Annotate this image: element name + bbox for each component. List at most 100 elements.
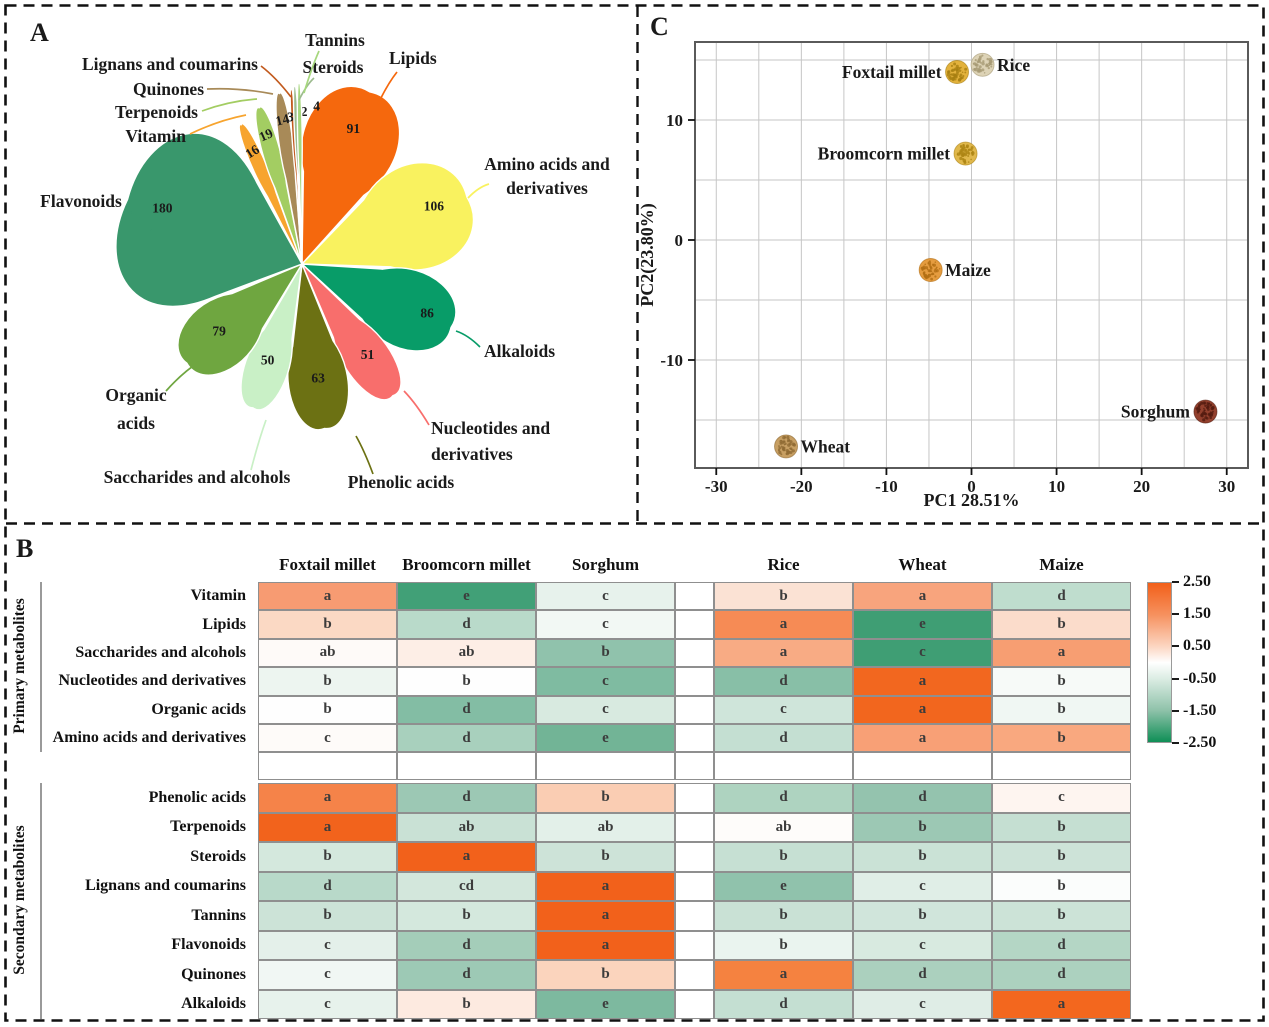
seed-speckle xyxy=(782,435,786,440)
seed-speckle xyxy=(1202,401,1207,405)
heatmap-cell: d xyxy=(397,783,536,813)
seed-speckle xyxy=(959,152,961,154)
heatmap-row-label: Tannins xyxy=(191,906,246,924)
heatmap-cell: b xyxy=(714,842,853,872)
colorbar-tick-mark xyxy=(1172,581,1179,583)
seed-speckle xyxy=(972,62,975,65)
seed-speckle xyxy=(965,144,969,148)
panel-a-letter: A xyxy=(30,18,49,47)
petal-category-label: Flavonoids xyxy=(40,191,122,211)
colorbar-tick-label: -1.50 xyxy=(1183,701,1217,719)
heatmap-cell: c xyxy=(714,695,853,724)
heatmap-cell: a xyxy=(853,582,992,611)
panel-c-letter: C xyxy=(650,12,669,41)
heatmap-empty-cell xyxy=(675,989,714,1019)
heatmap-row-label: Saccharides and alcohols xyxy=(75,643,246,661)
seed-speckle xyxy=(928,273,931,276)
x-tick-label: -30 xyxy=(705,477,728,496)
heatmap-cell: b xyxy=(992,695,1131,724)
seed-speckle xyxy=(934,275,937,278)
petal-leader-line xyxy=(165,361,200,392)
seed-speckle xyxy=(933,269,938,273)
seed-speckle xyxy=(964,67,968,71)
petal-category-label: Saccharides and alcohols xyxy=(104,467,291,487)
scatter-point-label: Broomcorn millet xyxy=(818,144,951,164)
seed-speckle xyxy=(1202,418,1206,422)
heatmap-cell: c xyxy=(258,989,397,1019)
seed-speckle xyxy=(927,261,932,265)
seed-speckle xyxy=(778,445,780,447)
heatmap-cell: c xyxy=(258,930,397,960)
petal-leader-line xyxy=(467,183,490,199)
heatmap-empty-cell xyxy=(675,638,714,668)
seed-speckle xyxy=(930,277,933,281)
heatmap-cell: a xyxy=(536,901,675,931)
petal-category-label: Vitamin xyxy=(125,126,186,146)
colorbar-tick-mark xyxy=(1172,613,1179,616)
heatmap-empty-cell xyxy=(675,667,714,696)
seed-speckle xyxy=(934,261,937,263)
seed-speckle xyxy=(1209,416,1212,420)
heatmap-cell: a xyxy=(714,638,853,668)
heatmap-cell: a xyxy=(258,582,397,611)
heatmap-cell: b xyxy=(853,812,992,842)
heatmap-cell: b xyxy=(992,667,1131,696)
petal-category-label: Organic xyxy=(105,385,166,405)
seed-speckle xyxy=(977,70,981,73)
seed-speckle xyxy=(932,263,936,267)
heatmap-cell: b xyxy=(258,842,397,872)
petal-leader-line xyxy=(250,419,267,471)
seed-speckle xyxy=(988,57,993,62)
heatmap-column-header: Wheat xyxy=(898,555,947,574)
colorbar-tick-mark xyxy=(1172,709,1179,712)
heatmap-empty-cell xyxy=(675,812,714,842)
heatmap-empty-cell xyxy=(397,752,536,781)
seed-speckle xyxy=(971,153,974,157)
seed-speckle xyxy=(981,62,985,66)
heatmap-column-header: Sorghum xyxy=(571,555,640,574)
heatmap-cell: d xyxy=(853,960,992,990)
heatmap-cell: ab xyxy=(714,812,853,842)
heatmap-cell: a xyxy=(714,960,853,990)
petal-count-label: 91 xyxy=(347,121,361,136)
seed-speckle xyxy=(978,65,982,69)
heatmap-cell: d xyxy=(397,610,536,639)
petal-count-label: 50 xyxy=(261,353,275,368)
heatmap-empty-cell xyxy=(536,752,675,781)
seed-speckle xyxy=(953,74,956,77)
seed-speckle xyxy=(976,60,980,64)
seed-speckle xyxy=(786,435,790,439)
seed-speckle xyxy=(950,64,954,68)
heatmap-empty-cell xyxy=(675,842,714,872)
x-tick-label: -10 xyxy=(875,477,898,496)
heatmap-cell: c xyxy=(853,871,992,901)
petal-count-label: 4 xyxy=(313,98,320,113)
heatmap-cell: c xyxy=(536,695,675,724)
seed-speckle xyxy=(778,449,781,452)
seed-speckle xyxy=(968,148,971,151)
y-tick-label: 0 xyxy=(675,231,684,250)
heatmap-cell: a xyxy=(258,783,397,813)
heatmap-cell: ab xyxy=(397,638,536,668)
seed-speckle xyxy=(1204,409,1206,412)
seed-speckle xyxy=(959,145,963,149)
secondary-group-bracket xyxy=(40,783,42,1019)
seed-speckle xyxy=(990,65,993,68)
petal-count-label: 51 xyxy=(361,347,375,362)
heatmap-cell: b xyxy=(853,842,992,872)
petal-category-label: Amino acids and xyxy=(484,154,610,174)
heatmap-column-header: Foxtail millet xyxy=(279,555,376,574)
heatmap-row-label: Nucleotides and derivatives xyxy=(58,672,246,690)
seed-speckle xyxy=(789,447,793,450)
heatmap-cell: d xyxy=(397,695,536,724)
x-axis-title: PC1 28.51% xyxy=(924,490,1020,510)
seed-speckle xyxy=(967,155,970,158)
heatmap-cell: b xyxy=(397,989,536,1019)
heatmap-row-label: Steroids xyxy=(190,847,246,865)
seed-speckle xyxy=(1210,406,1214,411)
heatmap-cell: b xyxy=(536,638,675,668)
y-tick-label: -10 xyxy=(660,351,683,370)
